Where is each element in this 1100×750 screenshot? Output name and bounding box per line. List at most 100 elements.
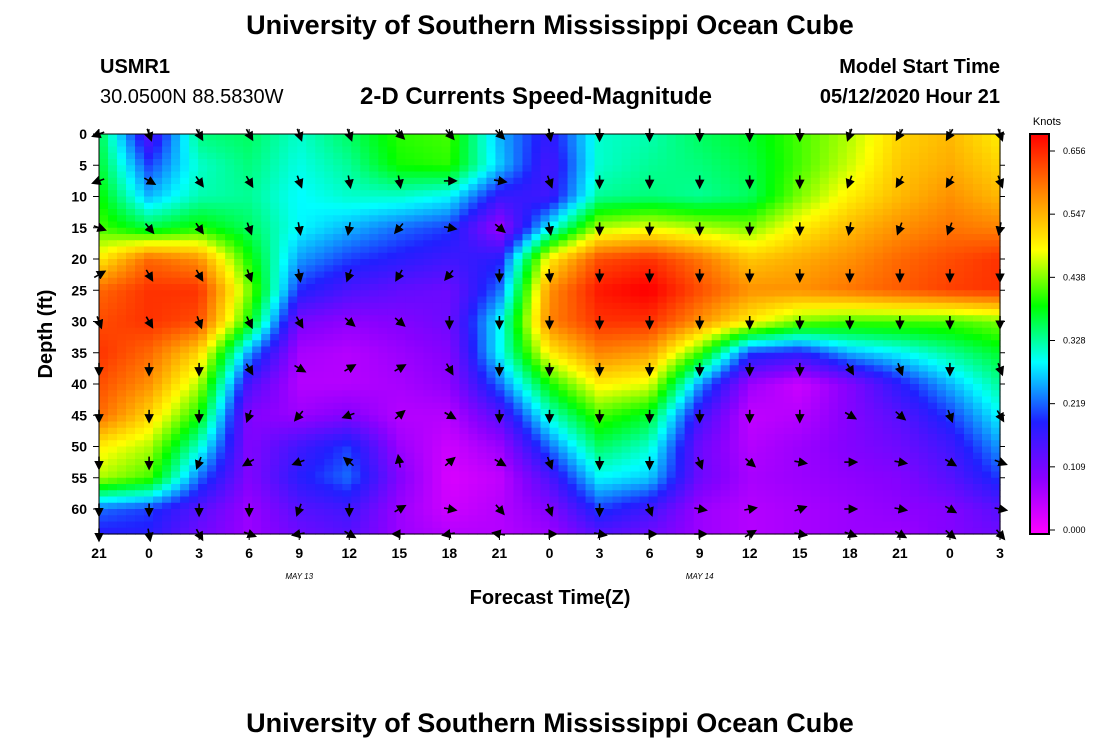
heatmap-cell [369,240,379,248]
heatmap-cell [216,315,226,323]
heatmap-cell [837,402,848,410]
heatmap-cell [792,396,803,404]
heatmap-cell [522,415,533,423]
heatmap-cell [639,415,650,423]
heatmap-cell [495,152,506,160]
heatmap-cell [126,196,136,204]
heatmap-cell [963,365,974,373]
heatmap-cell [756,146,767,154]
heatmap-cell [936,396,947,404]
heatmap-cell [711,152,722,160]
heatmap-cell [297,215,307,223]
heatmap-cell [594,240,605,248]
heatmap-cell [252,359,262,366]
heatmap-cell [738,427,749,435]
heatmap-cell [666,265,677,273]
heatmap-cell [315,184,325,191]
heatmap-cell [441,359,451,366]
heatmap-cell [378,346,388,354]
heatmap-cell [756,134,767,141]
heatmap-cell [405,284,415,291]
heatmap-cell [549,415,560,423]
heatmap-cell [612,171,623,179]
heatmap-cell [243,327,253,335]
heatmap-cell [324,340,334,348]
heatmap-cell [774,227,785,235]
heatmap-cell [567,277,578,285]
heatmap-cell [189,152,199,160]
heatmap-cell [612,309,623,316]
heatmap-cell [342,371,352,379]
heatmap-cell [297,371,307,379]
heatmap-cell [189,321,199,329]
heatmap-cell [810,165,821,173]
heatmap-cell [990,346,1001,354]
heatmap-cell [144,309,154,316]
heatmap-cell [540,215,551,223]
heatmap-cell [423,371,433,379]
heatmap-cell [846,321,857,329]
heatmap-cell [459,184,470,191]
heatmap-cell [954,246,965,254]
heatmap-cell [189,190,199,198]
heatmap-cell [612,184,623,191]
heatmap-cell [954,346,965,354]
heatmap-cell [396,440,406,448]
heatmap-cell [207,215,217,223]
heatmap-cell [612,196,623,204]
heatmap-cell [252,227,262,235]
heatmap-cell [207,240,217,248]
heatmap-cell [711,402,722,410]
heatmap-cell [180,409,190,416]
heatmap-cell [567,302,578,310]
heatmap-cell [828,434,839,441]
heatmap-cell [441,265,451,273]
heatmap-cell [477,415,488,423]
heatmap-cell [567,190,578,198]
heatmap-cell [333,421,343,429]
heatmap-cell [729,221,740,229]
heatmap-cell [540,427,551,435]
heatmap-cell [369,315,379,323]
heatmap-cell [126,227,136,235]
heatmap-cell [531,309,542,316]
heatmap-cell [261,152,271,160]
heatmap-cell [324,171,334,179]
heatmap-cell [576,371,587,379]
heatmap-cell [234,327,244,335]
heatmap-cell [387,146,397,154]
heatmap-cell [360,152,370,160]
heatmap-cell [432,346,442,354]
heatmap-cell [513,327,524,335]
heatmap-cell [954,321,965,329]
heatmap-cell [819,277,830,285]
heatmap-cell [171,352,181,360]
heatmap-cell [882,346,893,354]
heatmap-cell [567,340,578,348]
heatmap-cell [162,371,172,379]
heatmap-cell [126,296,136,304]
heatmap-cell [711,340,722,348]
heatmap-cell [594,259,605,266]
heatmap-cell [126,421,136,429]
heatmap-cell [648,390,659,398]
heatmap-cell [846,152,857,160]
heatmap-cell [693,377,704,385]
heatmap-cell [360,202,370,210]
heatmap-cell [333,402,343,410]
heatmap-cell [729,259,740,266]
heatmap-cell [666,134,677,141]
heatmap-cell [936,184,947,191]
heatmap-cell [738,440,749,448]
heatmap-cell [684,227,695,235]
heatmap-cell [126,390,136,398]
heatmap-cell [216,396,226,404]
heatmap-cell [522,427,533,435]
heatmap-cell [360,352,370,360]
heatmap-cell [603,371,614,379]
heatmap-cell [576,346,587,354]
heatmap-cell [855,177,866,185]
heatmap-cell [891,202,902,210]
heatmap-cell [756,159,767,166]
heatmap-cell [621,384,632,391]
